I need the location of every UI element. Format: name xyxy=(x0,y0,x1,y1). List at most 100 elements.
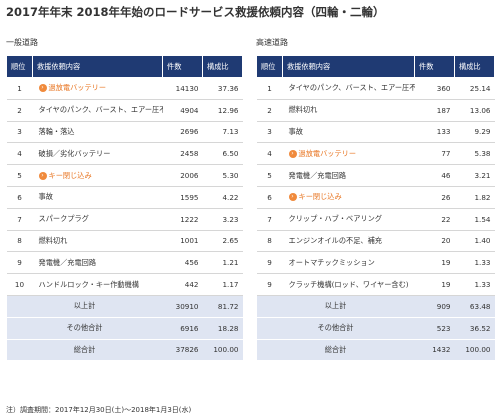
expressway-table: 順位 救援依頼内容 件数 構成比 1 タイヤのパンク、バースト、エアー圧不足 360… xyxy=(256,56,495,362)
chevron-right-icon: › xyxy=(38,171,47,180)
summary-ratio: 81.72 xyxy=(202,295,243,318)
table-row: 9 クラッチ機構(ロッド、ワイヤー含む) 19 1.33 xyxy=(256,273,495,296)
table-row: 5 › キー閉じ込み 2006 5.30 xyxy=(6,164,243,187)
general-road-table: 順位 救援依頼内容 件数 構成比 1 › 過放電バッテリー 14130 37.36 2 タイ… xyxy=(6,56,243,362)
rank-cell: 7 xyxy=(6,208,33,231)
item-cell: 事故 xyxy=(32,186,163,209)
item-label: 落輪・落込 xyxy=(38,126,75,136)
summary-count: 909 xyxy=(414,295,455,318)
item-cell: 燃料切れ xyxy=(282,99,415,122)
header-count: 件数 xyxy=(162,56,203,78)
count-cell: 1001 xyxy=(162,230,203,253)
table-row: 9 発電機／充電回路 456 1.21 xyxy=(6,251,243,275)
count-cell: 187 xyxy=(414,99,455,122)
ratio-cell: 1.33 xyxy=(454,251,495,275)
item-label: 燃料切れ xyxy=(38,235,68,245)
table-row: 2 タイヤのパンク、バースト、エアー圧不足 4904 12.96 xyxy=(6,99,243,122)
count-cell: 14130 xyxy=(162,77,203,100)
item-cell: 事故 xyxy=(282,121,415,144)
summary-count: 30910 xyxy=(162,295,203,318)
item-label: スパークプラグ xyxy=(38,214,89,224)
summary-label: その他合計 xyxy=(6,317,163,340)
item-label: 破損／劣化バッテリー xyxy=(38,148,111,158)
header-rank: 順位 xyxy=(6,56,33,78)
rank-cell: 7 xyxy=(256,208,283,231)
item-label: 事故 xyxy=(288,126,303,136)
count-cell: 1222 xyxy=(162,208,203,231)
ratio-cell: 1.82 xyxy=(454,186,495,209)
item-label: 発電機／充電回路 xyxy=(288,170,347,180)
chevron-right-icon: › xyxy=(288,149,297,158)
count-cell: 2696 xyxy=(162,121,203,144)
summary-row: その他合計 523 36.52 xyxy=(256,317,495,340)
header-ratio: 構成比 xyxy=(454,56,495,78)
table-row: 10 ハンドルロック・キー作動機構 442 1.17 xyxy=(6,273,243,296)
item-cell: › 過放電バッテリー xyxy=(282,142,415,166)
ratio-cell: 4.22 xyxy=(202,186,243,209)
item-cell: タイヤのパンク、バースト、エアー圧不足 xyxy=(32,99,163,122)
item-cell: 燃料切れ xyxy=(32,230,163,253)
item-label: 事故 xyxy=(38,192,53,202)
summary-row: その他合計 6916 18.28 xyxy=(6,317,243,340)
table-row: 1 › 過放電バッテリー 14130 37.36 xyxy=(6,77,243,100)
item-cell: オートマチックミッション xyxy=(282,251,415,275)
table-row: 3 落輪・落込 2696 7.13 xyxy=(6,121,243,144)
rank-cell: 9 xyxy=(256,251,283,275)
count-cell: 442 xyxy=(162,273,203,296)
count-cell: 20 xyxy=(414,230,455,253)
ratio-cell: 6.50 xyxy=(202,142,243,166)
summary-count: 37826 xyxy=(162,339,203,362)
summary-count: 523 xyxy=(414,317,455,340)
rank-cell: 10 xyxy=(6,273,33,296)
count-cell: 4904 xyxy=(162,99,203,122)
rank-cell: 5 xyxy=(256,164,283,187)
header-rank: 順位 xyxy=(256,56,283,78)
section-label-expressway: 高速道路 xyxy=(256,38,288,47)
rank-cell: 6 xyxy=(256,186,283,209)
item-cell: › 過放電バッテリー xyxy=(32,77,163,100)
item-label: キー閉じ込み xyxy=(48,170,92,180)
table-row: 3 事故 133 9.29 xyxy=(256,121,495,144)
ratio-cell: 1.33 xyxy=(454,273,495,296)
item-label: タイヤのパンク、バースト、エアー圧不足 xyxy=(288,83,415,93)
item-cell: › キー閉じ込み xyxy=(282,186,415,209)
table-header-row: 順位 救援依頼内容 件数 構成比 xyxy=(6,56,243,78)
rank-cell: 3 xyxy=(6,121,33,144)
summary-label: 総合計 xyxy=(256,339,415,362)
table-row: 4 破損／劣化バッテリー 2458 6.50 xyxy=(6,142,243,166)
rank-cell: 8 xyxy=(256,230,283,253)
rank-cell: 1 xyxy=(6,77,33,100)
rank-cell: 5 xyxy=(6,164,33,187)
header-count: 件数 xyxy=(414,56,455,78)
summary-ratio: 100.00 xyxy=(202,339,243,362)
item-label: クリップ・ハブ・ベアリング xyxy=(288,214,382,224)
rank-cell: 6 xyxy=(6,186,33,209)
item-label: オートマチックミッション xyxy=(288,257,375,267)
rank-cell: 4 xyxy=(256,142,283,166)
table-row: 7 クリップ・ハブ・ベアリング 22 1.54 xyxy=(256,208,495,231)
ratio-cell: 1.21 xyxy=(202,251,243,275)
table-row: 6 事故 1595 4.22 xyxy=(6,186,243,209)
ratio-cell: 2.65 xyxy=(202,230,243,253)
ratio-cell: 1.40 xyxy=(454,230,495,253)
item-label: ハンドルロック・キー作動機構 xyxy=(38,279,139,289)
item-cell: タイヤのパンク、バースト、エアー圧不足 xyxy=(282,77,415,100)
table-row: 7 スパークプラグ 1222 3.23 xyxy=(6,208,243,231)
summary-row: 以上計 30910 81.72 xyxy=(6,295,243,318)
survey-period-note: 注）調査期間：2017年12月30日(土)～2018年1月3日(水) xyxy=(6,406,192,414)
table-row: 8 燃料切れ 1001 2.65 xyxy=(6,230,243,253)
ratio-cell: 25.14 xyxy=(454,77,495,100)
rank-cell: 4 xyxy=(6,142,33,166)
count-cell: 46 xyxy=(414,164,455,187)
ratio-cell: 7.13 xyxy=(202,121,243,144)
table-header-row: 順位 救援依頼内容 件数 構成比 xyxy=(256,56,495,78)
header-item: 救援依頼内容 xyxy=(32,56,163,78)
count-cell: 77 xyxy=(414,142,455,166)
ratio-cell: 5.38 xyxy=(454,142,495,166)
count-cell: 360 xyxy=(414,77,455,100)
summary-count: 1432 xyxy=(414,339,455,362)
count-cell: 19 xyxy=(414,251,455,275)
rank-cell: 9 xyxy=(256,273,283,296)
chevron-right-icon: › xyxy=(288,193,297,202)
table-row: 6 › キー閉じ込み 26 1.82 xyxy=(256,186,495,209)
